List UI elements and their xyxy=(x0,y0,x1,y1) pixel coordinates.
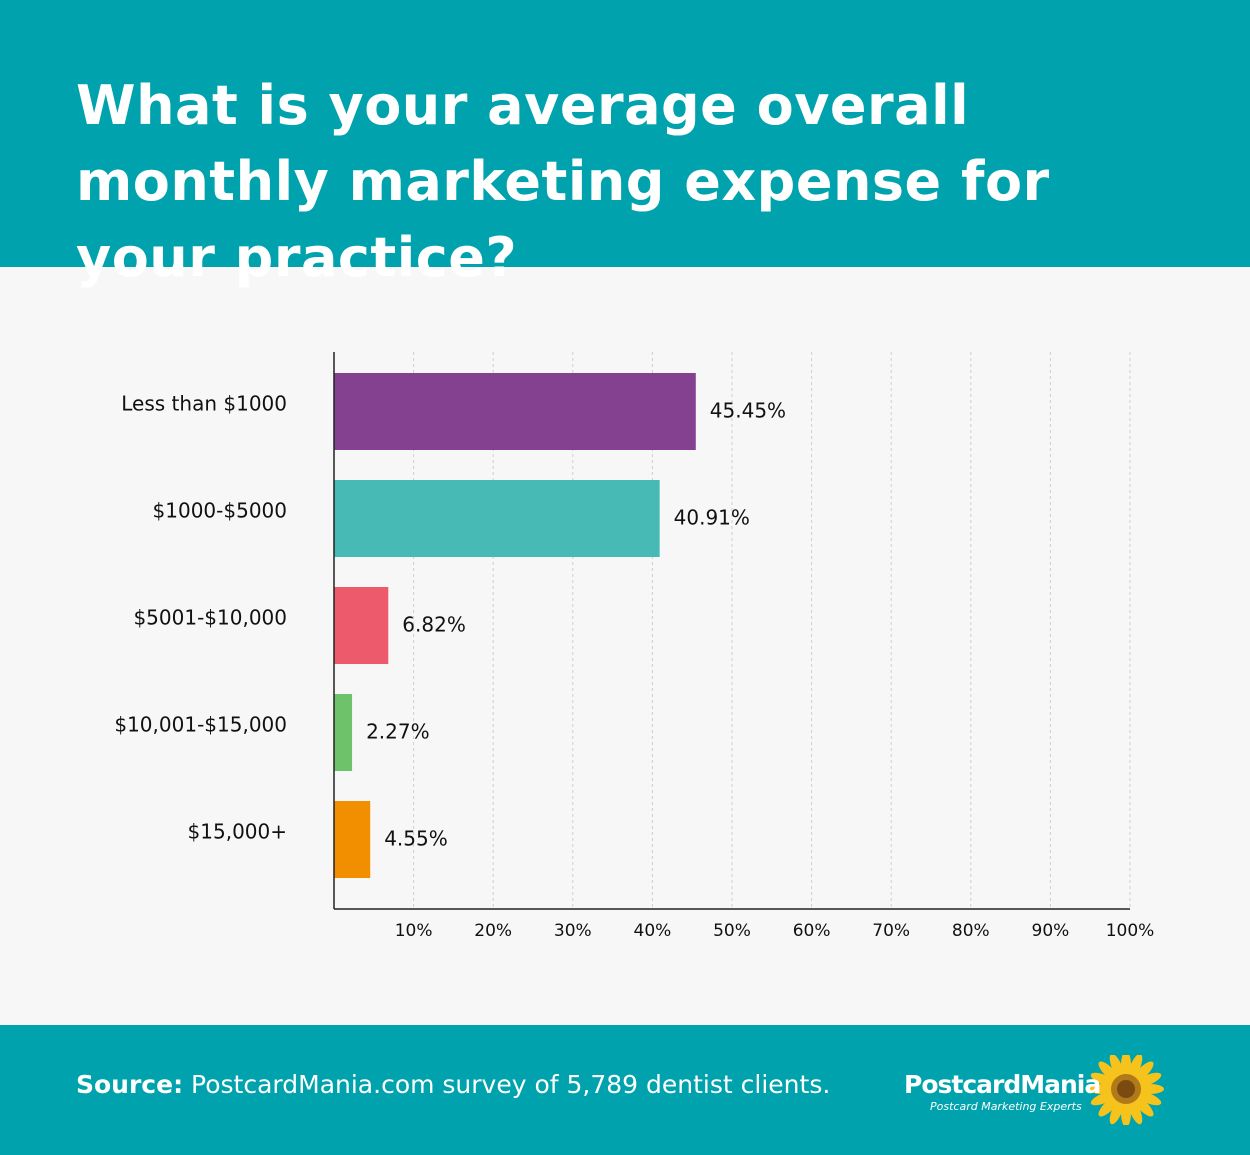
x-tick-label: 80% xyxy=(952,921,990,941)
x-tick-label: 10% xyxy=(395,921,433,941)
data-label: 2.27% xyxy=(366,720,430,744)
petal xyxy=(1090,1072,1117,1087)
x-tick-label: 60% xyxy=(793,921,831,941)
bar xyxy=(334,480,660,557)
x-tick-label: 100% xyxy=(1106,921,1155,941)
x-tick-label: 20% xyxy=(474,921,512,941)
source-note: Source: PostcardMania.com survey of 5,78… xyxy=(76,1070,830,1099)
data-label: 40.91% xyxy=(674,506,750,530)
petal xyxy=(1135,1091,1162,1106)
category-label: Less than $1000 xyxy=(121,392,287,416)
petal xyxy=(1128,1098,1143,1125)
data-label: 45.45% xyxy=(710,399,786,423)
data-label: 4.55% xyxy=(384,827,448,851)
petal xyxy=(1109,1055,1124,1080)
category-label: $5001-$10,000 xyxy=(133,606,287,630)
category-label: $10,001-$15,000 xyxy=(114,713,287,737)
header-banner: What is your average overall monthly mar… xyxy=(0,0,1250,289)
category-label: $15,000+ xyxy=(188,820,287,844)
data-label: 6.82% xyxy=(402,613,466,637)
bar xyxy=(334,694,353,771)
bar xyxy=(334,587,389,664)
petal xyxy=(1132,1095,1154,1117)
petal xyxy=(1132,1061,1154,1083)
svg-text:Postcard Marketing Experts: Postcard Marketing Experts xyxy=(930,1100,1082,1113)
category-label: $1000-$5000 xyxy=(153,499,287,523)
footer-banner xyxy=(0,1025,1250,1155)
x-tick-label: 50% xyxy=(713,921,751,941)
source-text: PostcardMania.com survey of 5,789 dentis… xyxy=(183,1070,831,1099)
petal xyxy=(1128,1055,1143,1080)
page-title: What is your average overall monthly mar… xyxy=(76,74,1050,289)
svg-text:PostcardMania: PostcardMania xyxy=(904,1070,1100,1099)
petal xyxy=(1098,1095,1120,1117)
petal xyxy=(1109,1098,1124,1125)
petal xyxy=(1090,1091,1117,1106)
x-tick-label: 70% xyxy=(872,921,910,941)
postcardmania-logo: PostcardMania Postcard Marketing Experts xyxy=(904,1055,1164,1125)
petal xyxy=(1098,1061,1120,1083)
bar xyxy=(334,801,371,878)
x-tick-label: 30% xyxy=(554,921,592,941)
x-tick-label: 90% xyxy=(1032,921,1070,941)
source-label: Source: xyxy=(76,1070,184,1099)
x-tick-label: 40% xyxy=(634,921,672,941)
petal xyxy=(1135,1072,1162,1087)
bar xyxy=(334,373,696,450)
sunflower-icon xyxy=(1088,1055,1164,1125)
